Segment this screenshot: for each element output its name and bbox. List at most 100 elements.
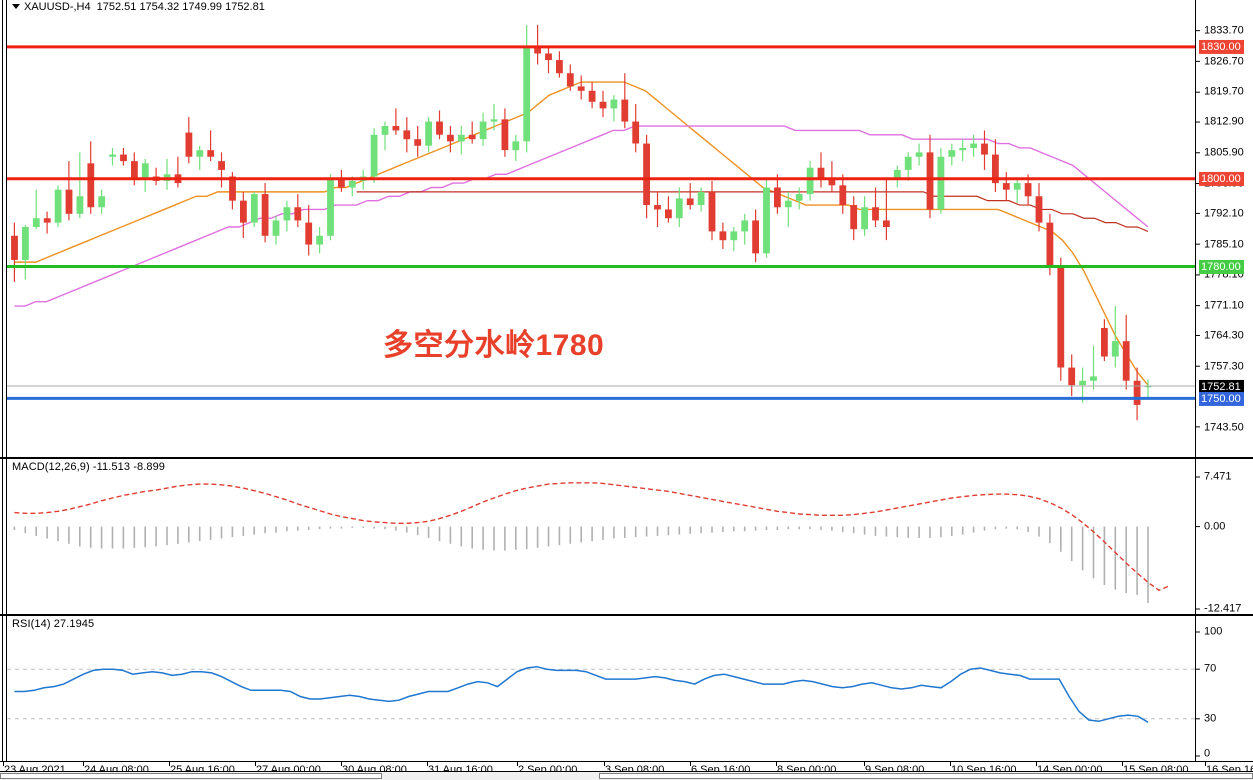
candle-body [730, 231, 738, 241]
candle-body [87, 163, 95, 208]
rsi-axis-tick: 30 [1204, 712, 1217, 725]
candle-body [294, 207, 302, 221]
rsi-axis-right[interactable]: 100 70 30 0 [1195, 616, 1253, 761]
candle-body [479, 121, 487, 140]
candle-body [588, 90, 596, 102]
macd-plot-area[interactable] [7, 459, 1195, 614]
candle-body [970, 143, 977, 148]
macd-axis-ticks [1196, 476, 1200, 610]
time-axis-tick [427, 762, 428, 766]
scrollbar-thumb-left[interactable] [0, 773, 383, 779]
rsi-line [14, 665, 1149, 723]
candle-body [457, 134, 465, 142]
candle-body [54, 189, 62, 223]
candle-body [872, 207, 879, 221]
candle-body [185, 132, 193, 157]
candle-body [381, 126, 389, 135]
candle-body [926, 152, 934, 210]
candle-body [338, 178, 345, 188]
candle-body [719, 231, 727, 241]
candle-body [992, 154, 999, 184]
candle-body [610, 99, 618, 109]
candle-body [632, 121, 640, 144]
time-axis-tick [169, 762, 170, 766]
candle-body [283, 207, 291, 221]
macd-axis-tick: 7.471 [1204, 470, 1232, 483]
candle-body [893, 169, 901, 179]
price-badge-support-1780[interactable]: 1780.00 [1199, 260, 1244, 275]
candle-body [32, 218, 40, 228]
price-axis-tick: 1826.70 [1204, 55, 1244, 68]
candle-body [11, 235, 18, 260]
candle-body [1046, 222, 1054, 267]
price-axis-tick: 1812.90 [1204, 115, 1244, 128]
macd-svg [13, 482, 1171, 603]
price-axis-tick: 1757.30 [1204, 360, 1244, 373]
price-panel[interactable]: XAUUSD-,H4 1752.51 1754.32 1749.99 1752.8… [0, 0, 1253, 458]
candle-body [316, 235, 323, 245]
price-panel-left-rail [2, 0, 7, 457]
price-plot-area[interactable] [7, 0, 1195, 457]
price-badge-support-1750[interactable]: 1750.00 [1199, 392, 1244, 407]
candle-body [1090, 376, 1097, 381]
candle-body [196, 150, 204, 157]
time-axis-tick [255, 762, 256, 766]
candle-body [414, 139, 422, 146]
ma-mid-line [356, 191, 1149, 232]
candle-body [774, 187, 781, 208]
candle-body [22, 227, 29, 260]
candle-body [556, 60, 563, 74]
price-axis-tick: 1771.10 [1204, 299, 1244, 312]
candle-body [1068, 367, 1076, 386]
macd-signal-line [14, 482, 1171, 592]
candle-body [65, 189, 73, 214]
candle-body [959, 147, 967, 151]
candle-body [981, 143, 988, 155]
price-axis-right[interactable]: 1833.701826.701819.701812.901805.901798.… [1195, 0, 1253, 457]
price-axis-tick: 1805.90 [1204, 146, 1244, 159]
candle-body [512, 141, 520, 151]
time-axis-tick [864, 762, 865, 766]
scrollbar-thumb-right[interactable] [598, 773, 1253, 779]
price-badge-last-price[interactable]: 1752.81 [1199, 379, 1244, 394]
candle-body [1079, 380, 1086, 386]
ohlc-values: 1752.51 1754.32 1749.99 1752.81 [96, 1, 265, 13]
macd-panel[interactable]: MACD(12,26,9) -11.513 -8.899 7.471 0.00 -1… [0, 458, 1253, 615]
candle-body [272, 220, 280, 236]
price-badge-resistance-1830[interactable]: 1830.00 [1199, 39, 1244, 55]
candle-body [763, 187, 770, 254]
candle-body [861, 207, 868, 230]
price-axis-tick: 1743.50 [1204, 421, 1244, 434]
rsi-plot-area[interactable] [7, 616, 1195, 761]
candle-body [850, 205, 858, 230]
time-axis-tick [1205, 762, 1206, 766]
chevron-down-icon[interactable] [12, 4, 20, 9]
rsi-axis-tick: 70 [1204, 662, 1217, 675]
time-axis-tick [517, 762, 518, 766]
candle-body [534, 46, 541, 54]
candle-body [741, 220, 749, 232]
macd-axis-right[interactable]: 7.471 0.00 -12.417 [1195, 459, 1253, 614]
price-candlestick-svg [7, 24, 1195, 421]
candle-body [207, 150, 215, 157]
candle-body [1101, 327, 1108, 357]
candle-body [675, 198, 683, 219]
time-axis-tick [341, 762, 342, 766]
price-axis-tick: 1785.10 [1204, 238, 1244, 251]
ma-slow-line [14, 125, 1149, 307]
rsi-panel[interactable]: RSI(14) 27.1945 100 70 30 0 [0, 615, 1253, 762]
candle-body [501, 119, 509, 151]
time-axis-tick [776, 762, 777, 766]
macd-axis-tick: 0.00 [1204, 520, 1226, 533]
price-badge-resistance-1800[interactable]: 1800.00 [1199, 172, 1244, 187]
candle-body [1057, 266, 1065, 368]
horizontal-scrollbar[interactable] [0, 771, 1253, 780]
candle-body [447, 134, 454, 142]
candle-body [403, 130, 411, 140]
candle-body [240, 200, 247, 223]
price-axis-tick: 1778.10 [1204, 268, 1244, 281]
candle-body [577, 86, 585, 91]
time-axis-tick [604, 762, 605, 766]
rsi-axis-tick: 100 [1204, 625, 1223, 638]
time-axis-tick [3, 762, 4, 766]
